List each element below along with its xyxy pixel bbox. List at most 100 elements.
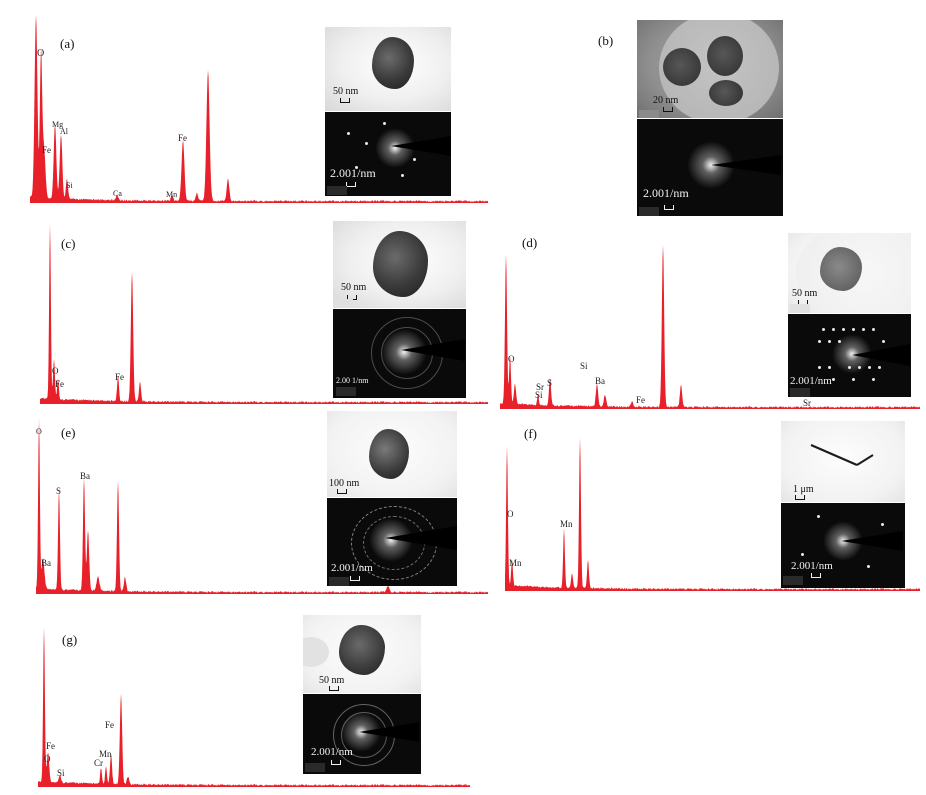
saed-bracket-e <box>350 576 360 581</box>
peak-label-e-o: O <box>36 427 42 436</box>
tem-image-g: 50 nm <box>303 615 421 693</box>
saed-pattern-a: 2.001/nm <box>325 112 451 196</box>
eds-spectrum-e <box>36 418 488 594</box>
peak-label-c-fe-low: Fe <box>55 379 64 389</box>
saed-bracket-a <box>346 182 356 187</box>
tem-scale-f: 1 μm <box>793 484 814 495</box>
peak-label-a-o: O <box>37 48 45 59</box>
panel-a: (a) O Fe Mg Al Si Ca Mn Fe 50 nm 2.001/n… <box>0 0 490 210</box>
tem-image-e: 100 nm <box>327 411 457 497</box>
particle-c <box>373 231 428 297</box>
scale-bracket-a <box>340 98 350 103</box>
saed-pattern-b: 2.001/nm <box>637 119 783 216</box>
tem-scale-b: 20 nm <box>653 95 679 106</box>
panel-label-e: (e) <box>61 425 76 440</box>
tem-image-c: 50 nm <box>333 221 466 308</box>
panel-label-a: (a) <box>60 36 75 51</box>
peak-label-g-fe-low: Fe <box>46 741 55 751</box>
eds-spectrum-c <box>40 224 488 404</box>
panel-b: (b) 20 nm 2.001/nm <box>590 15 790 220</box>
rod-particle-f <box>810 443 874 467</box>
peak-label-g-mn: Mn <box>99 749 112 759</box>
peak-label-d-sr-high: Sr <box>803 398 812 408</box>
saed-scale-a: 2.001/nm <box>330 166 376 180</box>
particle-b2 <box>707 36 743 76</box>
scale-bracket-e <box>337 489 347 494</box>
peak-label-a-fe-low: Fe <box>42 145 51 155</box>
saed-scale-c: 2.00 1/nm <box>336 376 369 385</box>
peak-label-e-s: S <box>56 486 62 496</box>
panel-c: (c) O Fe Fe 50 nm 2.00 1/nm <box>0 210 490 410</box>
beam-stopper-c <box>401 339 465 361</box>
peak-label-a-mg: Mg <box>52 120 64 129</box>
tem-image-f: 1 μm <box>781 421 905 502</box>
saed-bracket-f <box>811 573 821 578</box>
saed-scale-g: 2.001/nm <box>311 746 353 758</box>
saed-bracket-b <box>664 205 674 210</box>
peak-label-a-ca: Ca <box>113 189 122 198</box>
tem-scale-e: 100 nm <box>329 478 360 489</box>
peak-label-a-si: Si <box>66 181 73 190</box>
saed-scale-b: 2.001/nm <box>643 186 689 200</box>
peak-label-c-o: O <box>52 366 59 376</box>
panel-e: (e) O Ba S Ba 100 nm 2.001/nm <box>0 410 490 600</box>
peak-label-d-sr: Sr <box>536 382 545 392</box>
peak-label-g-si: Si <box>57 768 65 778</box>
scale-bracket-b <box>663 107 673 112</box>
particle-a <box>372 37 414 89</box>
panel-label-b: (b) <box>598 33 614 48</box>
peak-label-a-al: Al <box>60 127 68 136</box>
saed-bracket-g <box>331 760 341 765</box>
peak-label-g-cr: Cr <box>94 758 103 768</box>
panel-label-f: (f) <box>524 426 537 441</box>
beam-stopper-g <box>359 722 419 742</box>
panel-label-d: (d) <box>522 235 538 250</box>
tem-scale-a: 50 nm <box>333 86 359 97</box>
saed-scale-e: 2.001/nm <box>331 562 373 574</box>
peak-label-d-o: O <box>508 354 515 364</box>
panel-g: (g) Fe O Si Cr Mn Fe 50 nm 2.001/nm <box>0 610 490 795</box>
peak-label-d-s: S <box>547 378 553 388</box>
panel-label-g: (g) <box>62 632 78 647</box>
panel-f: (f) O Mn Mn 1 μm 2.001/nm <box>500 418 926 598</box>
peak-label-d-si-top: Si <box>580 361 588 371</box>
beam-stopper-f <box>841 531 903 551</box>
beam-stopper-e <box>385 526 457 550</box>
peak-label-c-fe: Fe <box>115 372 124 382</box>
eds-spectrum-f <box>505 437 920 591</box>
beam-stopper-a <box>391 136 451 156</box>
saed-scale-f: 2.001/nm <box>791 560 833 572</box>
peak-label-g-o: O <box>44 754 51 764</box>
particle-g <box>339 625 385 675</box>
peak-label-f-o: O <box>507 509 514 519</box>
panel-label-c: (c) <box>61 236 76 251</box>
tem-scale-g: 50 nm <box>319 675 345 686</box>
peak-label-f-mn-low: Mn <box>509 558 522 568</box>
tem-image-b: 20 nm <box>637 20 783 118</box>
saed-pattern-f: 2.001/nm <box>781 503 905 588</box>
peak-label-g-fe: Fe <box>105 720 114 730</box>
saed-pattern-e: 2.001/nm <box>327 498 457 586</box>
beam-stopper-b <box>711 155 781 175</box>
tem-scale-c: 50 nm <box>341 282 367 293</box>
saed-scale-d: 2.001/nm <box>790 375 832 387</box>
saed-pattern-d: 2.001/nm <box>788 314 911 397</box>
peak-label-e-ba-low: Ba <box>41 558 51 568</box>
eds-spectrum-d <box>500 244 920 409</box>
peak-label-a-fe: Fe <box>178 133 187 143</box>
peak-label-f-mn: Mn <box>560 519 573 529</box>
saed-pattern-g: 2.001/nm <box>303 694 421 774</box>
scale-bracket-g <box>329 686 339 691</box>
eds-spectrum-a <box>30 14 488 203</box>
eds-spectrum-g <box>38 626 470 787</box>
saed-pattern-c: 2.00 1/nm <box>333 309 466 398</box>
tem-image-a: 50 nm <box>325 27 451 111</box>
scale-bracket-f <box>795 495 805 500</box>
tem-scale-d: 50 nm <box>792 288 818 299</box>
particle-e <box>369 429 409 479</box>
beam-stopper-d <box>852 344 910 366</box>
particle-b1 <box>663 48 701 86</box>
peak-label-e-ba: Ba <box>80 471 90 481</box>
tem-image-d: 50 nm <box>788 233 911 313</box>
particle-b3 <box>709 80 743 106</box>
